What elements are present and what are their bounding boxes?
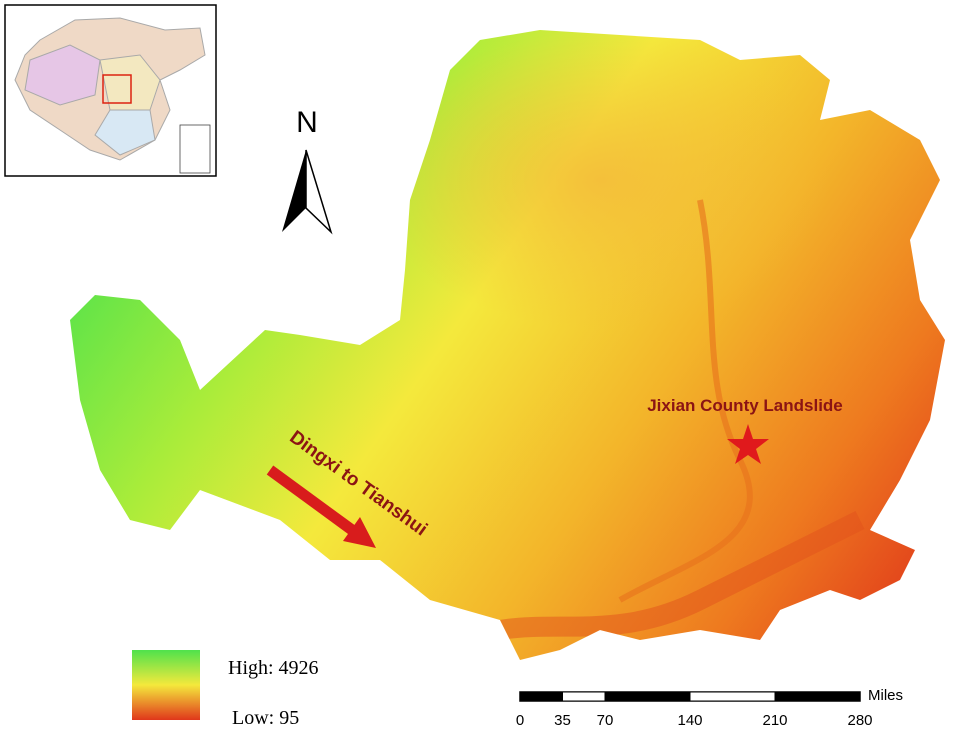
scale-tick-label: 210 — [762, 712, 787, 729]
legend-low: Low: 95 — [232, 707, 299, 729]
landslide-label: Jixian County Landslide — [647, 396, 843, 415]
scale-tick-label: 35 — [554, 712, 571, 729]
north-label: N — [296, 106, 318, 139]
scale-segment — [519, 691, 563, 702]
legend: High: 4926 Low: 95 — [132, 650, 319, 729]
scale-segment — [689, 691, 776, 702]
legend-high: High: 4926 — [228, 657, 319, 679]
scale-segment — [774, 691, 861, 702]
route-arrow — [266, 465, 376, 548]
scale-tick-label: 70 — [597, 712, 614, 729]
scale-tick-label: 280 — [847, 712, 872, 729]
scale-bar: Miles 0 35 70 140 210 280 — [516, 687, 903, 729]
north-arrow: N — [282, 106, 333, 235]
scale-tick-label: 140 — [677, 712, 702, 729]
scale-segment — [604, 691, 691, 702]
landslide-star — [727, 424, 769, 464]
scale-unit: Miles — [868, 687, 903, 704]
inset-map — [4, 4, 217, 177]
scale-tick-label: 0 — [516, 712, 524, 729]
scale-segment — [562, 691, 606, 702]
